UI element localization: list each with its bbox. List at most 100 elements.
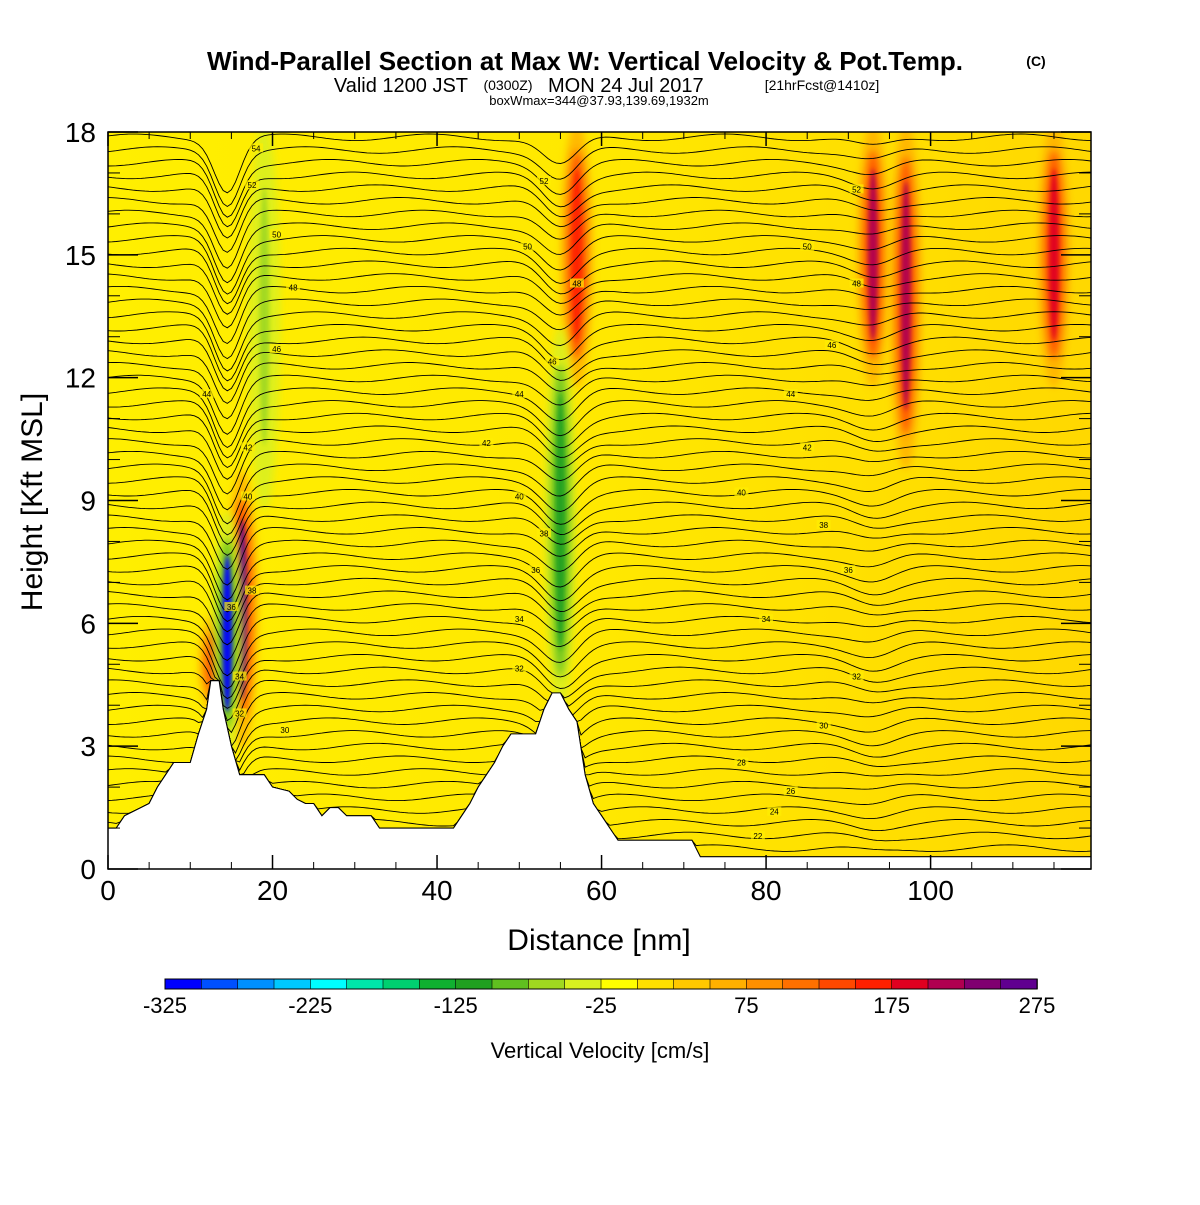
isentrope-line — [108, 184, 1091, 239]
utc-time: (0300Z) — [483, 77, 532, 93]
isentrope-label: 50 — [523, 243, 532, 252]
isentrope-line — [108, 412, 1091, 469]
colorbar-swatch — [891, 978, 929, 990]
isentrope-label-bg — [816, 720, 831, 730]
isentrope-line — [108, 336, 1091, 392]
isentrope-label-bg — [240, 491, 255, 501]
isentrope-label: 38 — [819, 521, 828, 530]
isentrope-label-bg — [849, 278, 864, 288]
isentrope-line — [108, 374, 1091, 435]
colorbar: -325 -225 -125 -25 75 175 275 — [143, 978, 1056, 1018]
colorbar-swatch — [491, 978, 530, 990]
isentrope-label: 42 — [482, 439, 491, 448]
isentrope-line — [108, 679, 1091, 734]
isentrope-line — [108, 680, 1091, 772]
isentrope-line — [108, 565, 1091, 623]
isentrope-label-bg — [240, 442, 255, 452]
x-tick-label: 0 — [100, 875, 116, 906]
isentrope-label-bg — [734, 487, 749, 497]
colorbar-swatch — [818, 978, 857, 990]
isentrope-label-bg — [199, 389, 214, 399]
colorbar-frame — [164, 978, 1038, 990]
colorbar-tick-label: -125 — [434, 993, 478, 1018]
isentrope-label: 30 — [819, 722, 828, 731]
copyright-mark: (C) — [1026, 53, 1045, 69]
isentrope-line — [108, 362, 1091, 420]
isentrope-line — [108, 285, 1091, 345]
colorbar-swatch — [346, 978, 384, 990]
isentrope-label-bg — [232, 708, 247, 718]
colorbar-tick-label: 275 — [1019, 993, 1056, 1018]
y-tick-label: 18 — [65, 117, 96, 148]
isentrope-label: 46 — [827, 341, 836, 350]
isentrope-label-bg — [269, 344, 284, 354]
isentrope-label: 40 — [515, 492, 524, 501]
isentrope-line — [108, 209, 1091, 269]
colorbar-swatch — [564, 978, 602, 990]
x-tick-label: 60 — [586, 875, 617, 906]
isentrope-line — [108, 527, 1091, 586]
isentrope-label-bg — [512, 389, 527, 399]
isentrope-line — [108, 260, 1091, 315]
isentrope-label: 40 — [243, 492, 252, 501]
y-tick-label: 9 — [80, 486, 96, 517]
colorbar-swatch — [201, 978, 239, 990]
isentrope-label: 52 — [852, 185, 861, 194]
y-tick-label: 3 — [80, 731, 96, 762]
isentrope-label-bg — [569, 278, 584, 288]
isentrope-line — [108, 273, 1091, 329]
isentrope-line — [108, 425, 1091, 480]
valid-prefix: Valid 1200 JST — [334, 75, 468, 97]
isentrope-label: 32 — [852, 673, 861, 682]
isentrope-label: 48 — [572, 279, 581, 288]
colorbar-swatch — [709, 978, 748, 990]
y-tick-label: 12 — [65, 363, 96, 394]
valid-date: MON 24 Jul 2017 — [548, 75, 704, 97]
isentrope-line — [108, 311, 1091, 372]
isentrope-label-bg — [244, 585, 259, 595]
isentrope-label-bg — [841, 565, 856, 575]
isentrope-line — [108, 552, 1091, 613]
x-tick-label: 20 — [257, 875, 288, 906]
isentrope-line — [108, 514, 1091, 570]
forecast-info: [21hrFcst@1410z] — [765, 77, 880, 93]
isentrope-line — [108, 450, 1091, 511]
isentrope-line — [108, 463, 1091, 525]
isentrope-label-bg — [512, 663, 527, 673]
velocity-core — [259, 187, 270, 446]
isentrope-label-bg — [286, 282, 301, 292]
isentrope-label-bg — [224, 601, 239, 611]
isentrope-label-bg — [767, 806, 782, 816]
isentrope-label-bg — [734, 757, 749, 767]
colorbar-swatch — [1000, 978, 1038, 990]
isentrope-label-bg — [277, 724, 292, 734]
isentrope-label: 44 — [786, 390, 795, 399]
colorbar-tick-label: -25 — [585, 993, 617, 1018]
isentrope-label: 36 — [227, 603, 236, 612]
isentrope-line — [108, 680, 1091, 777]
colorbar-swatch — [273, 978, 312, 990]
isentrope-line — [108, 438, 1091, 495]
isentrope-label: 42 — [803, 443, 812, 452]
colorbar-tick-label: -225 — [288, 993, 332, 1018]
isentrope-label: 28 — [737, 759, 746, 768]
isentrope-label-bg — [512, 614, 527, 624]
isentrope-label-bg — [800, 241, 815, 251]
x-tick-label: 100 — [907, 875, 954, 906]
isentrope-label-bg — [783, 786, 798, 796]
isentrope-label: 42 — [243, 443, 252, 452]
isentrope-label: 32 — [515, 664, 524, 673]
isentrope-line — [108, 603, 1091, 661]
isentrope-label-bg — [536, 528, 551, 538]
isentrope-line — [108, 628, 1091, 690]
isentrope-label: 46 — [272, 345, 281, 354]
isentrope-label-bg — [244, 180, 259, 190]
isentrope-label-layer: 54 52 50 48 46 44 42 40 38 36 34 32 30 52 50 48 46 44 42 40… — [199, 143, 864, 841]
isentrope-label: 54 — [252, 144, 261, 153]
isentrope-label-bg — [849, 671, 864, 681]
isentrope-label: 44 — [515, 390, 524, 399]
y-tick-label: 0 — [80, 854, 96, 885]
isentrope-label: 48 — [289, 284, 298, 293]
